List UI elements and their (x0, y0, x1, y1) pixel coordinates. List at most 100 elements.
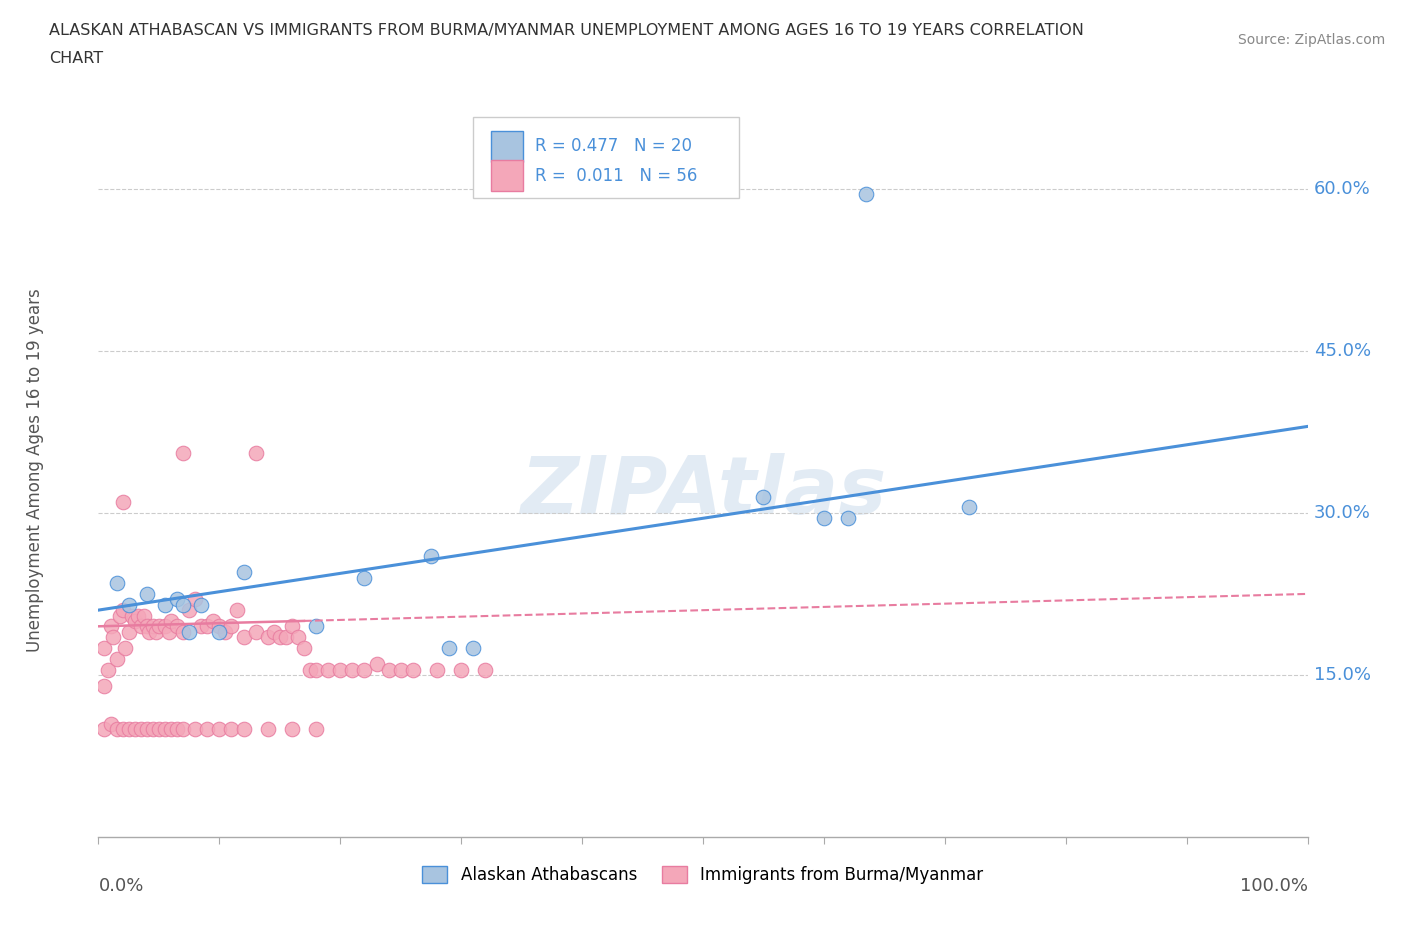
Point (389, 662, 412, 677)
Point (292, 641, 315, 656)
Point (420, 549, 443, 564)
Point (124, 614, 146, 629)
Point (232, 722, 254, 737)
Point (166, 618, 188, 633)
Text: Source: ZipAtlas.com: Source: ZipAtlas.com (1237, 33, 1385, 46)
Point (160, 722, 183, 737)
Point (172, 446, 194, 461)
Point (208, 722, 231, 737)
Point (97, 662, 120, 677)
Point (437, 641, 460, 656)
Point (463, 641, 485, 656)
FancyBboxPatch shape (492, 131, 523, 162)
Point (184, 591, 207, 606)
Point (305, 722, 328, 737)
Point (232, 630, 254, 644)
Point (377, 662, 399, 677)
Point (256, 722, 278, 737)
Point (93, 678, 115, 693)
Point (190, 618, 212, 633)
Point (111, 495, 134, 510)
Point (287, 630, 309, 644)
Point (105, 576, 128, 591)
Point (256, 630, 278, 644)
Point (281, 722, 304, 737)
Point (190, 597, 212, 612)
Point (111, 603, 134, 618)
Point (305, 662, 328, 677)
Point (105, 651, 128, 666)
Text: ZIPAtlas: ZIPAtlas (520, 453, 886, 531)
Point (353, 570, 375, 585)
Point (145, 624, 167, 639)
Point (426, 662, 449, 677)
Point (138, 624, 160, 639)
Point (274, 630, 297, 644)
Point (195, 722, 218, 737)
Point (148, 618, 170, 633)
Point (245, 446, 267, 461)
Point (202, 614, 225, 629)
Point (93, 722, 115, 737)
Point (402, 662, 425, 677)
Point (129, 722, 152, 737)
Point (157, 624, 180, 639)
Point (179, 603, 201, 618)
Text: 0.0%: 0.0% (98, 877, 143, 896)
Text: 45.0%: 45.0% (1313, 342, 1371, 360)
Text: 15.0%: 15.0% (1313, 666, 1371, 684)
Point (813, 511, 835, 525)
Point (752, 489, 775, 504)
Point (305, 618, 328, 633)
Point (208, 624, 231, 639)
Point (184, 722, 207, 737)
Point (124, 722, 146, 737)
Point (855, 187, 877, 202)
Point (232, 565, 254, 579)
Point (269, 630, 291, 644)
Point (142, 618, 165, 633)
Point (118, 722, 141, 737)
Point (353, 662, 375, 677)
Text: ALASKAN ATHABASCAN VS IMMIGRANTS FROM BURMA/MYANMAR UNEMPLOYMENT AMONG AGES 16 T: ALASKAN ATHABASCAN VS IMMIGRANTS FROM BU… (49, 23, 1084, 38)
Point (366, 657, 388, 671)
Point (142, 722, 165, 737)
Point (153, 722, 176, 737)
Point (172, 722, 194, 737)
Point (245, 624, 267, 639)
Point (179, 624, 201, 639)
Point (135, 618, 157, 633)
Point (105, 722, 128, 737)
Point (121, 608, 143, 623)
Point (450, 662, 472, 677)
Point (111, 722, 134, 737)
Point (214, 624, 236, 639)
Legend: Alaskan Athabascans, Immigrants from Burma/Myanmar: Alaskan Athabascans, Immigrants from Bur… (416, 859, 990, 891)
Point (108, 608, 131, 623)
Point (118, 624, 141, 639)
Point (129, 618, 152, 633)
Y-axis label: Unemployment Among Ages 16 to 19 years: Unemployment Among Ages 16 to 19 years (25, 287, 44, 652)
Point (135, 722, 157, 737)
Text: 100.0%: 100.0% (1240, 877, 1308, 896)
Point (957, 500, 980, 515)
Text: R =  0.011   N = 56: R = 0.011 N = 56 (534, 166, 697, 185)
Point (166, 722, 188, 737)
Point (100, 716, 122, 731)
Point (474, 662, 496, 677)
Point (127, 608, 149, 623)
Point (100, 618, 122, 633)
Point (281, 618, 304, 633)
Point (148, 722, 170, 737)
Point (135, 587, 157, 602)
Point (153, 597, 176, 612)
Point (153, 618, 176, 633)
Point (221, 722, 243, 737)
FancyBboxPatch shape (492, 160, 523, 192)
Point (329, 662, 352, 677)
Point (134, 608, 156, 623)
Point (172, 597, 194, 612)
Point (837, 511, 859, 525)
Point (342, 662, 364, 677)
Point (166, 591, 188, 606)
